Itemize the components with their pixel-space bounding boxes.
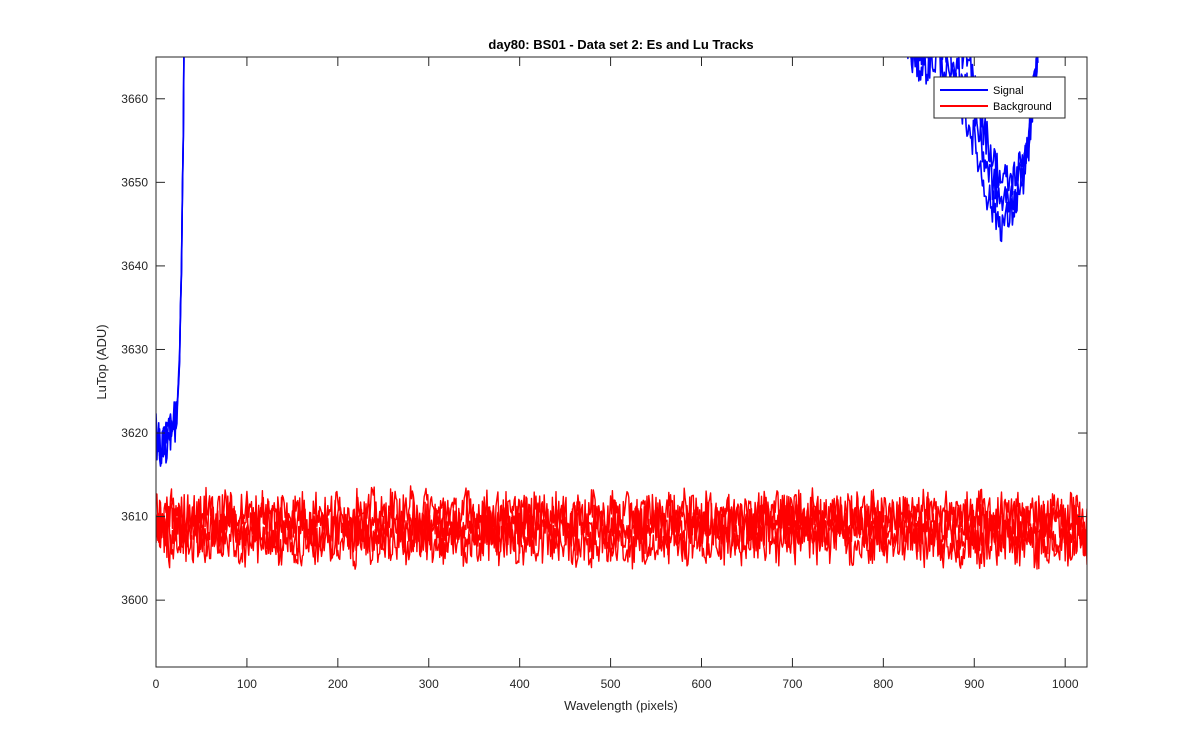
x-tick-label: 0: [153, 677, 160, 691]
y-tick-label: 3610: [121, 510, 148, 524]
signal-series-line: [156, 57, 185, 458]
ticks-layer: 0 100 200 300 400 500 600 700 800 900 1000 3600 3610…: [121, 57, 1087, 691]
background-series-line: [156, 485, 1087, 542]
x-tick-label: 100: [237, 677, 257, 691]
legend: Signal Background: [933, 76, 1066, 119]
y-axis-label: LuTop (ADU): [94, 324, 109, 399]
axes-layer: [155, 56, 1088, 668]
legend-box: [933, 76, 1066, 119]
legend-signal-label: Signal: [993, 85, 1024, 97]
x-tick-label: 400: [510, 677, 530, 691]
x-tick-label: 1000: [1052, 677, 1079, 691]
legend-background-label: Background: [993, 101, 1052, 113]
y-tick-label: 3660: [121, 92, 148, 106]
y-tick-label: 3630: [121, 342, 148, 356]
x-axis-label: Wavelength (pixels): [564, 698, 678, 713]
plot-area: [156, 57, 1087, 667]
x-tick-label: 900: [964, 677, 984, 691]
background-series-line: [156, 494, 1087, 551]
signal-series-line: [910, 57, 1039, 196]
x-tick-label: 300: [419, 677, 439, 691]
y-tick-label: 3650: [121, 175, 148, 189]
x-tick-label: 600: [691, 677, 711, 691]
signal-series-line: [907, 57, 1038, 243]
y-tick-label: 3640: [121, 259, 148, 273]
x-tick-label: 200: [328, 677, 348, 691]
x-tick-label: 700: [782, 677, 802, 691]
series-layer: [156, 57, 1087, 570]
y-tick-label: 3600: [121, 593, 148, 607]
axes-box: [155, 56, 1088, 668]
x-tick-label: 500: [601, 677, 621, 691]
chart-title: day80: BS01 - Data set 2: Es and Lu Trac…: [488, 37, 753, 52]
y-tick-label: 3620: [121, 426, 148, 440]
x-tick-label: 800: [873, 677, 893, 691]
